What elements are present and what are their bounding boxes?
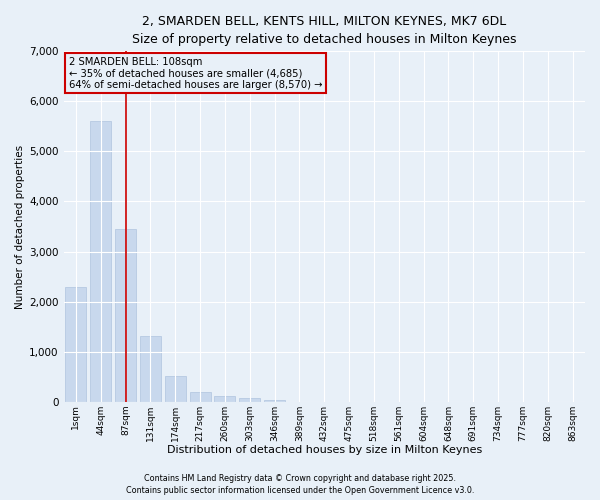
Text: 2 SMARDEN BELL: 108sqm
← 35% of detached houses are smaller (4,685)
64% of semi-: 2 SMARDEN BELL: 108sqm ← 35% of detached… [69,56,322,90]
Bar [214,396,235,402]
Title: 2, SMARDEN BELL, KENTS HILL, MILTON KEYNES, MK7 6DL
Size of property relative to: 2, SMARDEN BELL, KENTS HILL, MILTON KEYN… [132,15,517,46]
Bar [65,286,86,402]
Bar [190,392,211,402]
Bar [165,376,186,402]
X-axis label: Distribution of detached houses by size in Milton Keynes: Distribution of detached houses by size … [167,445,482,455]
Y-axis label: Number of detached properties: Number of detached properties [15,144,25,308]
Text: Contains HM Land Registry data © Crown copyright and database right 2025.
Contai: Contains HM Land Registry data © Crown c… [126,474,474,495]
Bar [90,122,112,402]
Bar [115,229,136,402]
Bar [239,398,260,402]
Bar [140,336,161,402]
Bar [264,400,285,402]
